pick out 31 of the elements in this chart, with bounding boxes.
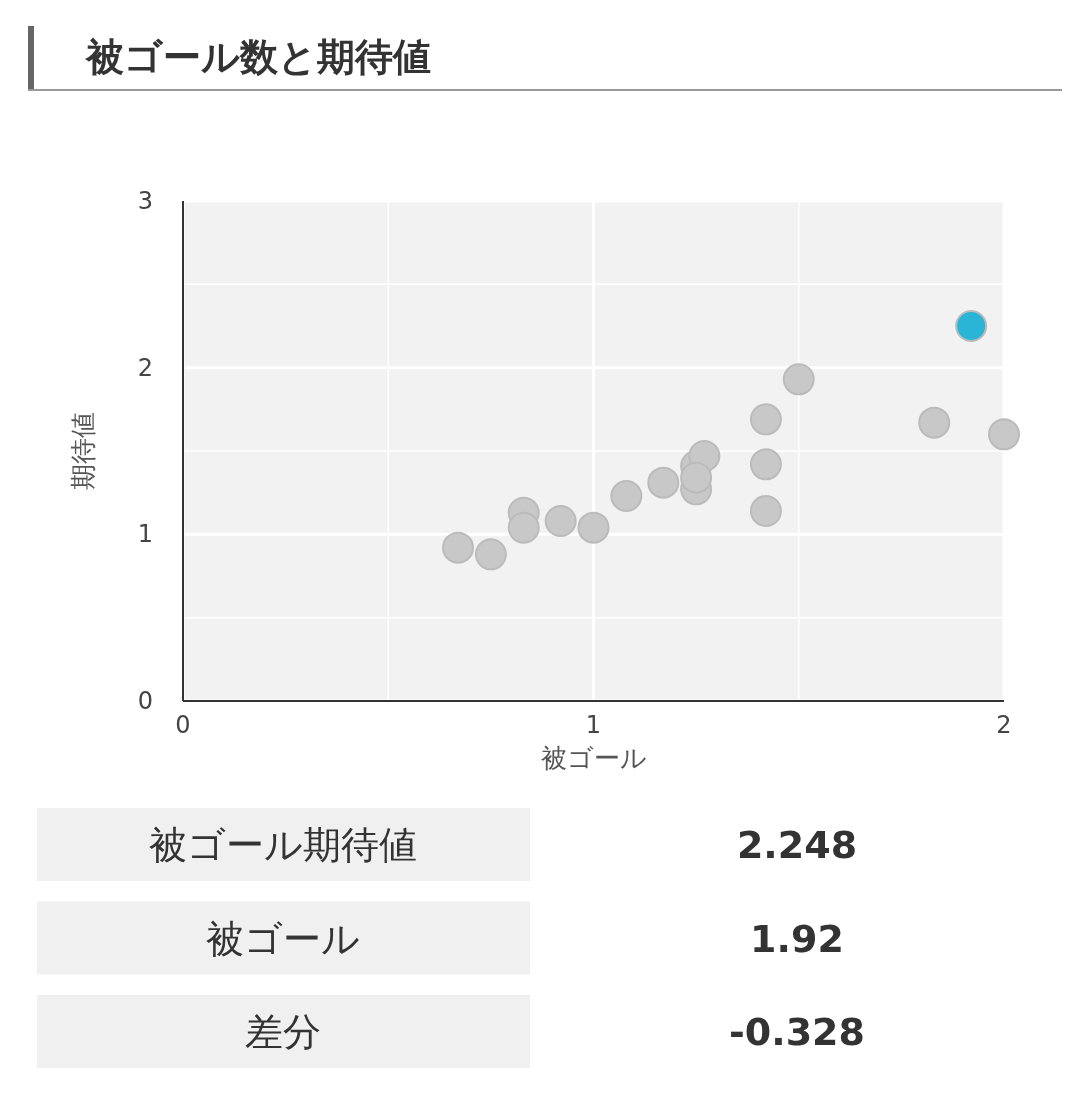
data-label: 1.92 [750, 916, 844, 961]
point [749, 495, 782, 527]
point [507, 511, 540, 544]
point [749, 448, 782, 481]
category-label: 被ゴール期待値 [149, 823, 417, 867]
x-tick-label: 2 [996, 711, 1012, 739]
y-tick-label: 2 [137, 353, 153, 382]
point [474, 538, 507, 571]
point [610, 480, 643, 512]
chart-title: 被ゴール数と期待値 [84, 35, 431, 79]
point [955, 310, 988, 342]
point [647, 466, 680, 499]
point [680, 461, 713, 494]
x-tick-label: 0 [175, 711, 191, 739]
y-tick-label: 0 [137, 687, 153, 715]
y-tick-label: 1 [137, 520, 153, 549]
point [782, 363, 815, 396]
category-label: 差分 [245, 1010, 321, 1054]
y-tick-label: 3 [137, 187, 153, 215]
x-tick-label: 1 [585, 711, 602, 739]
x-axis-title: 被ゴール [540, 743, 647, 773]
y-axis-title: 期待値 [68, 412, 98, 490]
point [988, 418, 1020, 451]
point [442, 531, 475, 564]
point [544, 505, 577, 537]
data-label: 2.248 [736, 823, 858, 867]
category-label: 被ゴール [206, 916, 360, 961]
point [918, 406, 951, 439]
point [577, 511, 610, 544]
data-label: -0.328 [729, 1010, 865, 1054]
point [749, 403, 782, 436]
